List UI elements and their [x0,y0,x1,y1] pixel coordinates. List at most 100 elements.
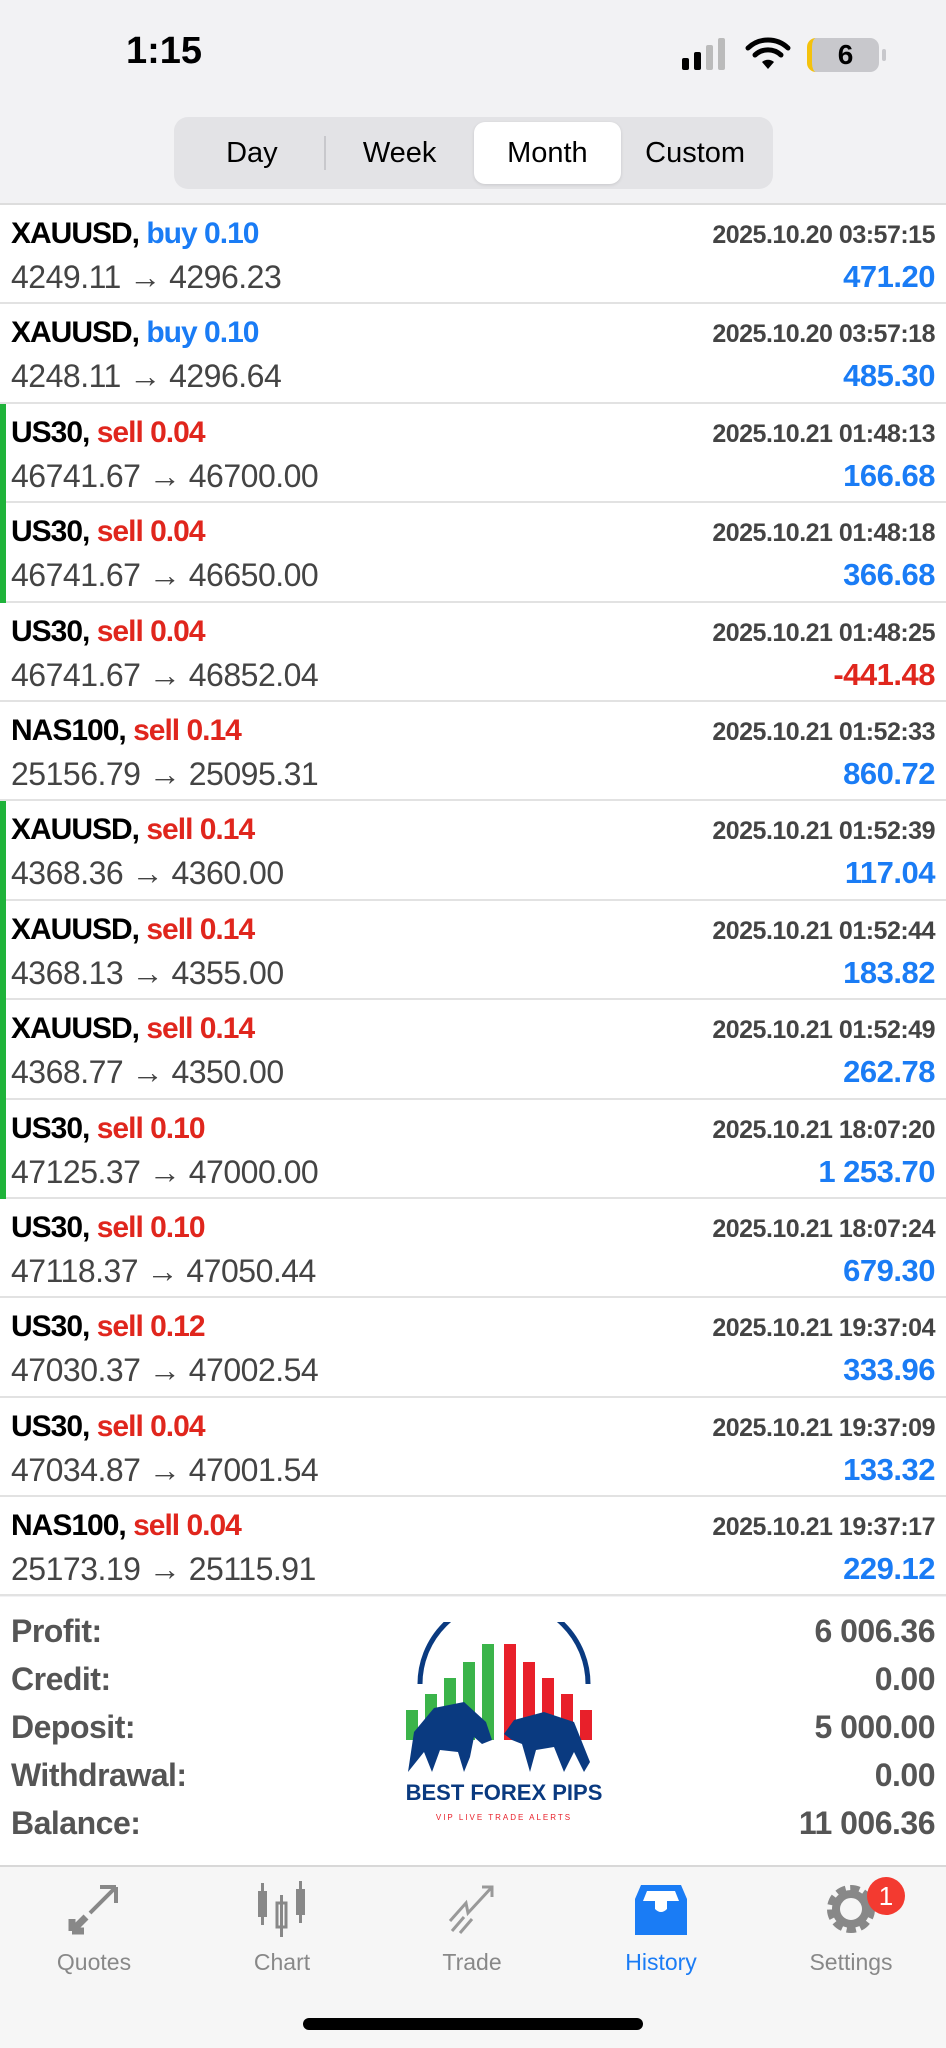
summary-value: 0.00 [874,1757,936,1793]
tab-quotes[interactable]: Quotes [24,1881,164,1976]
gear-icon [827,1885,875,1933]
trade-row[interactable]: XAUUSD, buy 0.10 2025.10.20 03:57:18 4248.… [0,304,946,404]
clock: 1:15 [126,30,203,72]
summary-panel: BEST FOREX PIPS VIP LIVE TRADE ALERTS Pr… [0,1597,946,1865]
quotes-arrows-icon [68,1885,118,1935]
candlestick-icon [258,1881,305,1937]
trade-symbol: US30, sell 0.04 [11,614,206,648]
trade-prices: 46741.67 → 46650.00 [11,557,319,594]
position-marker [0,503,6,603]
tab-chart[interactable]: Chart [212,1881,352,1976]
best-forex-pips-logo: BEST FOREX PIPS VIP LIVE TRADE ALERTS [406,1622,603,1822]
tab-trade[interactable]: Trade [402,1881,542,1976]
trade-side: sell 0.10 [96,1210,206,1244]
summary-value: 11 006.36 [798,1805,936,1841]
trade-prices: 4368.13 → 4355.00 [11,954,284,991]
trade-time: 2025.10.21 19:37:09 [712,1413,935,1442]
trade-profit: 229.12 [843,1551,935,1587]
trade-prices: 46741.67 → 46700.00 [11,457,319,494]
trade-prices: 46741.67 → 46852.04 [11,656,319,693]
trade-side: sell 0.12 [96,1310,206,1344]
trade-prices: 47125.37 → 47000.00 [11,1153,319,1190]
summary-withdrawal: Withdrawal: 0.00 [11,1757,936,1805]
trade-symbol: US30, sell 0.10 [11,1111,206,1145]
trade-symbol: US30, sell 0.04 [11,515,206,549]
tab-month[interactable]: Month [473,122,622,184]
trade-side: sell 0.04 [96,614,206,648]
trade-time: 2025.10.21 19:37:04 [712,1314,935,1343]
trade-time: 2025.10.21 19:37:17 [712,1513,935,1542]
bottom-tab-bar: Quotes Chart Trade History Settings 1 [0,1865,946,2048]
trade-row[interactable]: US30, sell 0.04 2025.10.21 01:48:13 46741.… [0,403,946,504]
trade-time: 2025.10.21 01:52:44 [712,916,935,945]
trade-profit: 166.68 [843,457,935,493]
trade-row[interactable]: XAUUSD, sell 0.14 2025.10.21 01:52:39 4368… [0,801,946,901]
tab-week[interactable]: Week [362,137,437,169]
position-marker [0,900,6,1001]
trade-prices: 47030.37 → 47002.54 [11,1352,319,1389]
trade-symbol: XAUUSD, sell 0.14 [11,813,255,847]
trade-side: sell 0.04 [96,1409,206,1443]
trade-time: 2025.10.21 01:48:13 [712,419,935,448]
trade-symbol: NAS100, sell 0.04 [11,1509,242,1543]
summary-value: 6 006.36 [814,1613,935,1649]
trade-profit: 117.04 [844,855,936,891]
trade-time: 2025.10.21 01:52:39 [712,817,935,846]
tab-custom[interactable]: Custom [645,137,746,169]
trade-profit: 485.30 [843,358,935,394]
trade-profit: 133.32 [843,1451,935,1487]
trade-symbol: US30, sell 0.04 [11,415,206,449]
summary-credit: Credit: 0.00 [11,1661,936,1709]
trade-time: 2025.10.21 01:52:33 [712,717,935,746]
trade-row[interactable]: XAUUSD, sell 0.14 2025.10.21 01:52:44 4368… [0,900,946,1001]
trade-prices: 47118.37 → 47050.44 [11,1252,316,1289]
trade-symbol: US30, sell 0.12 [11,1310,206,1344]
summary-balance: Balance: 11 006.36 [11,1805,936,1853]
trade-symbol: NAS100, sell 0.14 [11,713,242,747]
tab-label: Settings [809,1949,893,1975]
summary-deposit: Deposit: 5 000.00 [11,1709,935,1757]
tab-day[interactable]: Day [178,122,326,184]
trade-symbol: US30, sell 0.10 [11,1210,206,1244]
trade-profit: 262.78 [843,1054,935,1090]
trade-side: sell 0.14 [146,912,255,946]
summary-value: 0.00 [874,1661,936,1697]
trade-row[interactable]: US30, sell 0.10 2025.10.21 18:07:24 47118.… [0,1199,946,1299]
trade-row[interactable]: US30, sell 0.04 2025.10.21 01:48:25 46741.… [0,603,946,702]
trade-row[interactable]: US30, sell 0.10 2025.10.21 18:07:20 47125.… [0,1099,946,1199]
tab-label: History [625,1949,697,1975]
battery-icon: 6 [807,38,886,72]
trade-row[interactable]: NAS100, sell 0.04 2025.10.21 19:37:17 2517… [0,1497,946,1597]
tab-label: Quotes [56,1949,132,1975]
summary-label: Withdrawal: [11,1757,187,1793]
trade-row[interactable]: US30, sell 0.04 2025.10.21 01:48:18 46741.… [0,503,946,603]
tab-label: Trade [442,1949,502,1975]
notification-badge: 1 [867,1877,905,1915]
trade-profit: 1 253.70 [818,1153,935,1189]
position-marker [0,1099,6,1199]
tab-settings[interactable]: Settings 1 [781,1877,921,1976]
tab-history[interactable]: History [591,1881,731,1976]
trade-row[interactable]: US30, sell 0.04 2025.10.21 19:37:09 47034.… [0,1398,946,1498]
trade-row[interactable]: XAUUSD, buy 0.10 2025.10.20 03:57:15 4249.… [0,205,946,305]
position-marker [0,1000,6,1100]
trade-time: 2025.10.21 18:07:24 [712,1214,935,1243]
position-marker [0,403,6,504]
trade-symbol: XAUUSD, buy 0.10 [11,217,259,250]
trade-prices: 4249.11 → 4296.23 [11,259,282,295]
trade-symbol: US30, sell 0.04 [11,1409,206,1443]
logo-title: BEST FOREX PIPS [406,1780,603,1805]
wifi-icon [745,37,791,69]
trade-row[interactable]: US30, sell 0.12 2025.10.21 19:37:04 47030.… [0,1298,946,1398]
trade-time: 2025.10.21 01:48:25 [712,618,935,647]
trade-time: 2025.10.20 03:57:15 [712,221,935,249]
trade-prices: 25156.79 → 25095.31 [11,755,319,792]
trade-side: buy 0.10 [146,217,259,250]
trade-prices: 4248.11 → 4296.64 [11,358,282,395]
period-segmented-control: Day Week Month Custom [174,117,773,189]
cellular-signal-icon [682,38,725,70]
trade-row[interactable]: XAUUSD, sell 0.14 2025.10.21 01:52:49 4368… [0,1000,946,1100]
trade-history-list: XAUUSD, buy 0.10 2025.10.20 03:57:15 4249.… [0,203,946,1597]
trade-row[interactable]: NAS100, sell 0.14 2025.10.21 01:52:33 2515… [0,702,946,802]
summary-value: 5 000.00 [814,1709,935,1745]
